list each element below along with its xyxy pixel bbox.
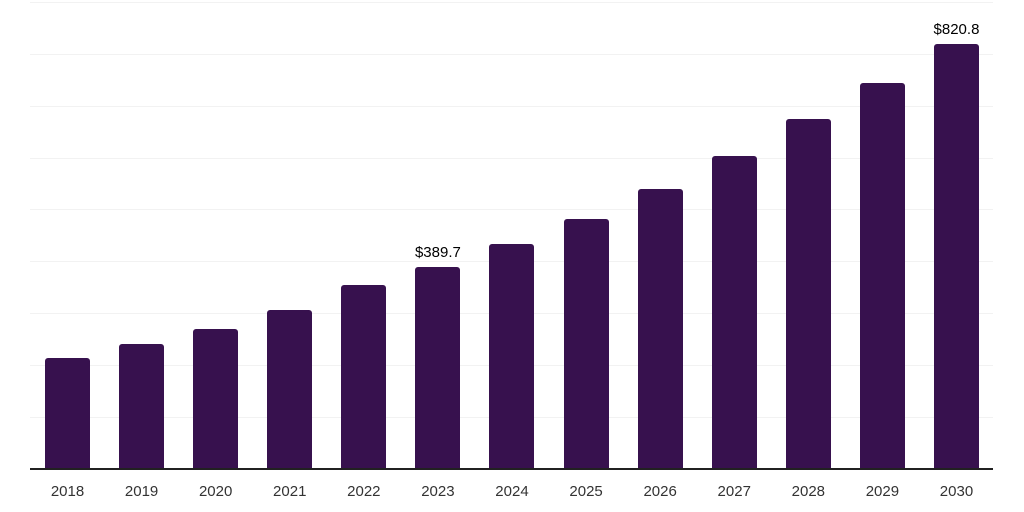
x-tick-label-2020: 2020 [198,483,233,500]
x-axis-line [30,468,993,470]
bar-2027[interactable] [711,156,757,469]
x-tick-label-2028: 2028 [791,483,826,500]
bar-2026[interactable] [637,189,683,469]
x-tick-label-2022: 2022 [347,483,381,500]
bar-2029[interactable] [859,82,905,469]
bar-2022[interactable] [341,284,387,469]
x-tick-label-2026: 2026 [643,483,677,500]
x-tick-label-2019: 2019 [124,483,159,500]
bar-2024[interactable] [489,244,535,469]
bar-2030[interactable] [933,43,979,469]
bar-2023[interactable] [415,267,461,469]
gridline [30,209,993,211]
gridline [30,105,993,107]
bar-2019[interactable] [119,343,165,469]
bar-value-label-2023: $389.7 [414,244,461,262]
bar-2028[interactable] [785,118,831,469]
x-tick-label-2018: 2018 [50,483,85,500]
x-tick-label-2023: 2023 [421,483,455,500]
x-tick-label-2025: 2025 [569,483,603,500]
plot-area: $389.7 $820.8 [30,0,993,469]
gridline [30,53,993,55]
x-tick-label-2024: 2024 [495,483,529,500]
x-tick-label-2029: 2029 [865,483,900,500]
bar-2025[interactable] [563,219,609,469]
bar-2018[interactable] [45,358,90,469]
bar-2021[interactable] [267,309,313,469]
x-axis-labels: 2018 2019 2020 2021 2022 2023 2024 2025 2026 2027… [30,483,993,507]
x-tick-label-2027: 2027 [717,483,751,500]
x-tick-label-2021: 2021 [273,483,307,500]
x-tick-label-2030: 2030 [939,483,974,500]
bar-2020[interactable] [193,329,239,469]
gridline [30,2,993,3]
bar-value-label-2030: $820.8 [933,20,980,38]
gridline [30,157,993,159]
